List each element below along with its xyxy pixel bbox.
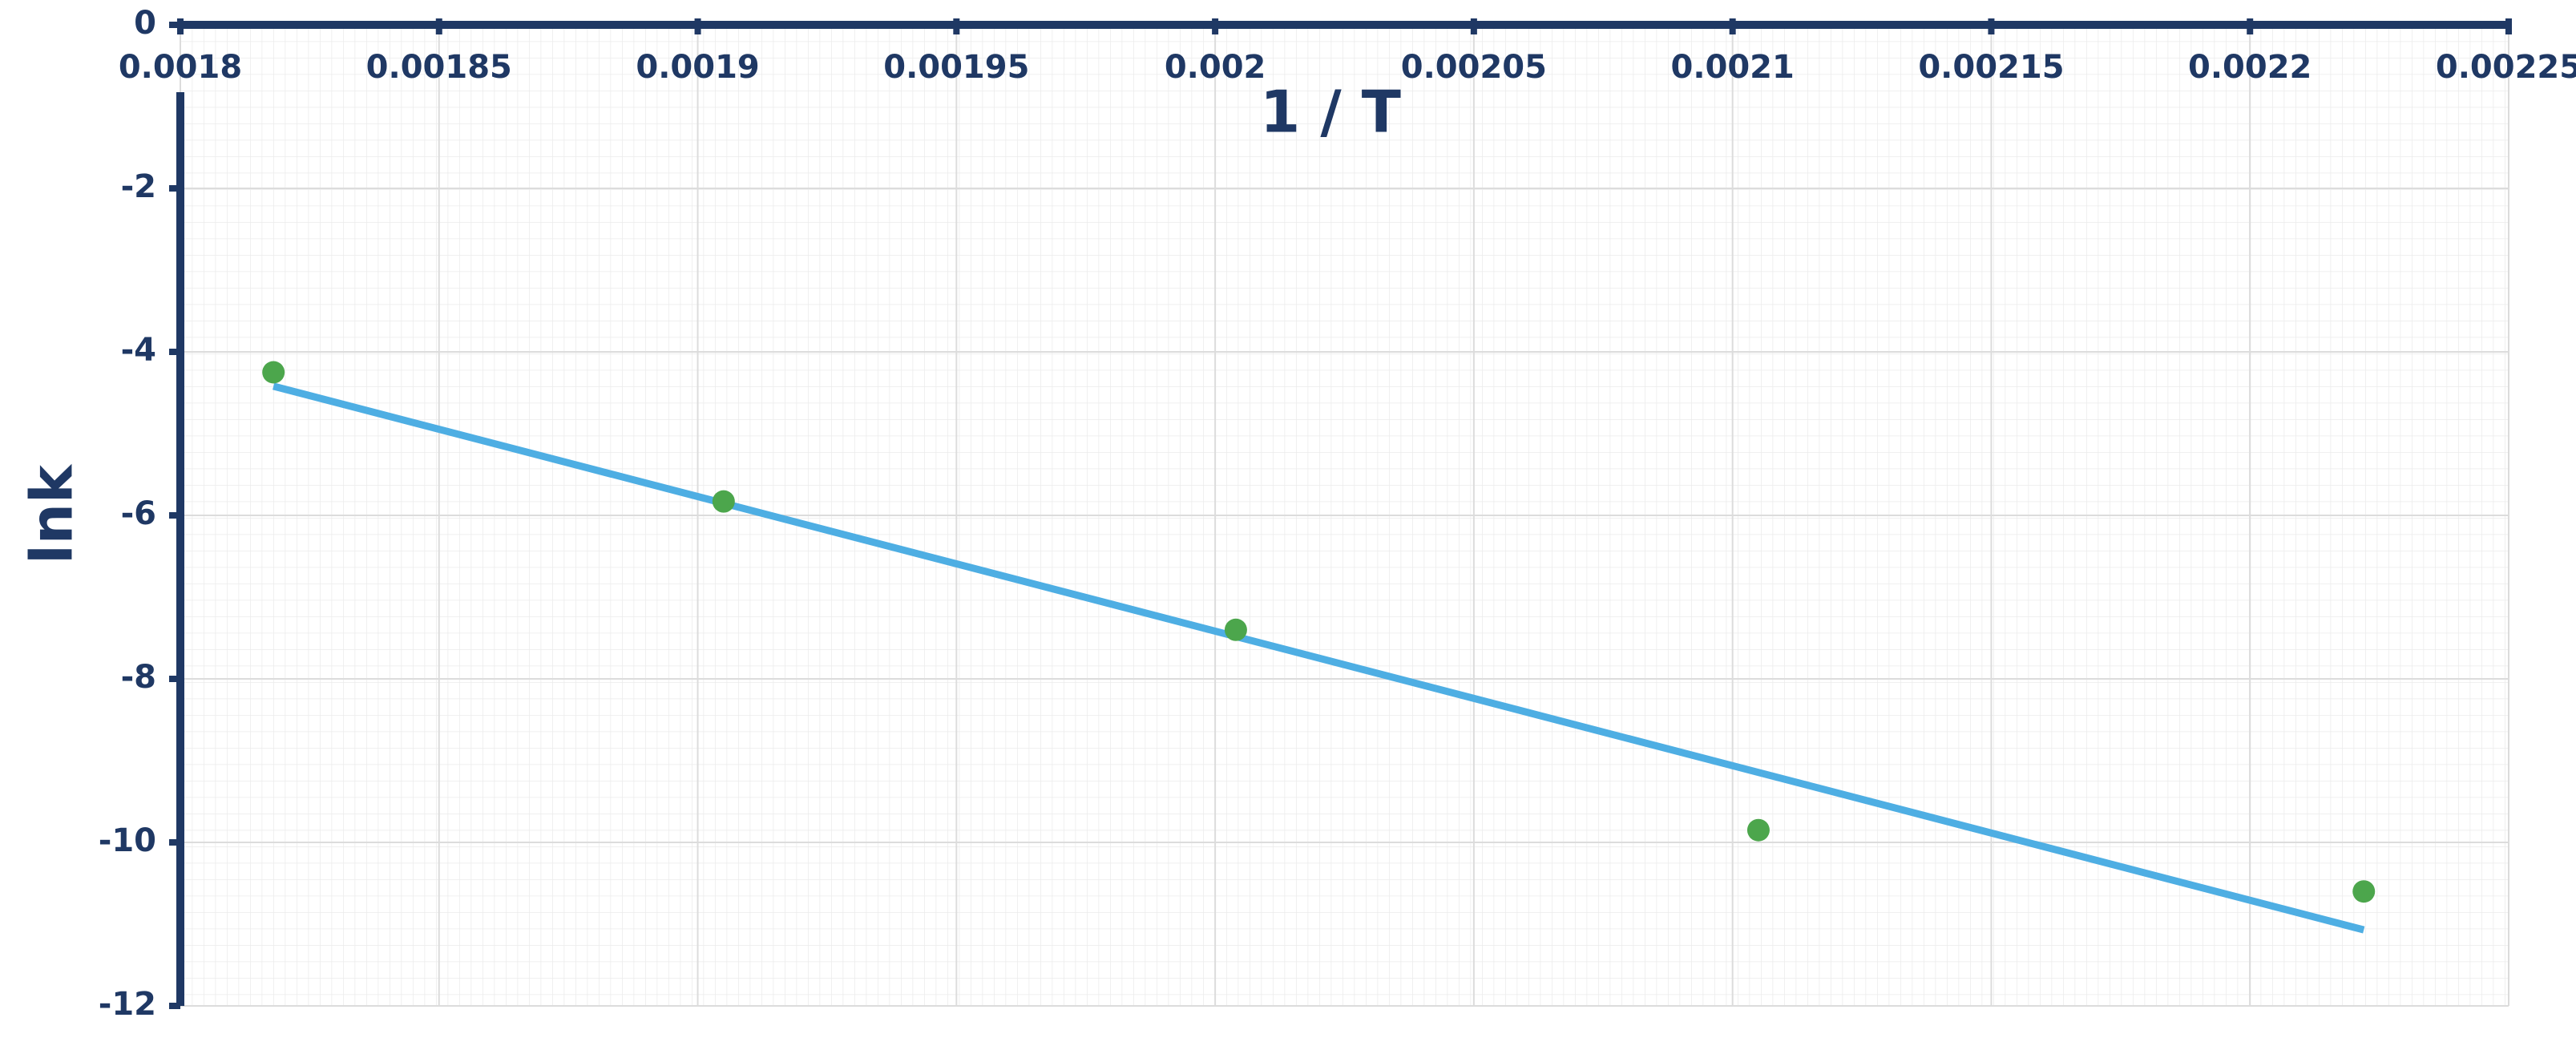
data-point (712, 490, 735, 513)
x-tick-label: 0.0018 (119, 49, 242, 86)
data-point (2352, 880, 2376, 903)
x-tick-label: 0.00205 (1401, 49, 1547, 86)
x-tick-label: 0.00185 (366, 49, 512, 86)
x-tick-label: 0.00215 (1918, 49, 2064, 86)
x-tick-label: 0.0021 (1670, 49, 1794, 86)
y-tick-label: -4 (121, 332, 156, 369)
x-axis-title: 1 / T (1260, 79, 1401, 146)
y-tick-label: -10 (99, 822, 156, 859)
trend-line (273, 382, 2365, 934)
y-tick-label: -12 (99, 986, 156, 1023)
data-point (262, 361, 285, 384)
y-tick-label: -8 (121, 659, 156, 696)
y-axis-title: lnk (18, 463, 86, 564)
x-tick-label: 0.0022 (2188, 49, 2312, 86)
y-tick-label: -2 (121, 168, 156, 205)
x-tick-label: 0.0019 (636, 49, 759, 86)
data-point (1224, 618, 1247, 641)
y-tick-label: 0 (134, 5, 156, 42)
x-tick-label: 0.002 (1165, 49, 1266, 86)
x-tick-label: 0.00195 (883, 49, 1029, 86)
data-point (1746, 818, 1770, 842)
y-tick-label: -6 (121, 495, 156, 532)
x-tick-label: 0.00225 (2436, 49, 2576, 86)
